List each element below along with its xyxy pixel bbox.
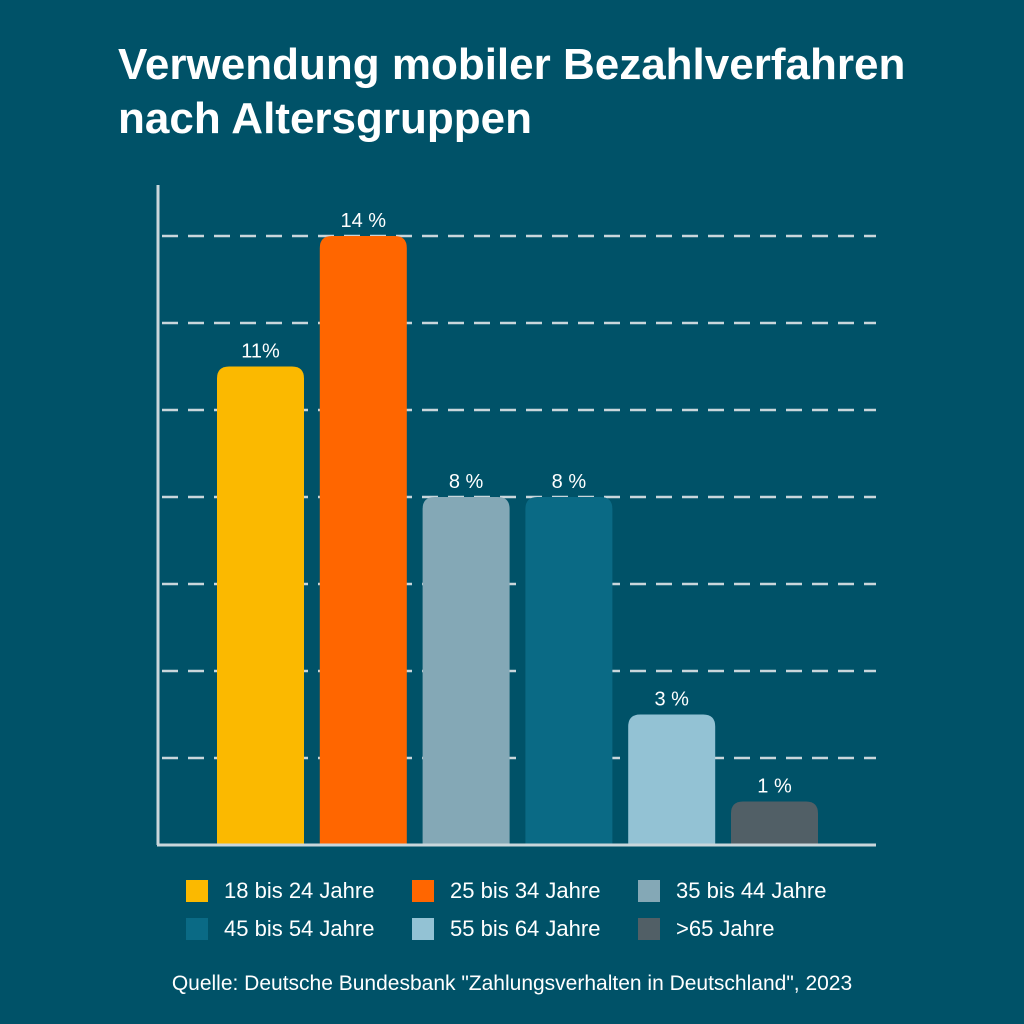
bar-value-label-0: 11% [241,341,280,363]
chart-title-line-1: Verwendung mobiler Bezahlverfahren [118,40,906,89]
chart-title-line-2: nach Altersgruppen [118,94,532,143]
legend-swatch [412,880,434,902]
bar-value-label-1: 14 % [341,210,387,232]
legend-swatch [638,880,660,902]
bar-5 [731,801,818,845]
legend-item-4: 55 bis 64 Jahre [412,916,600,942]
bar-3 [525,497,613,845]
axes [156,185,876,847]
legend-item-1: 25 bis 34 Jahre [412,878,600,904]
source-note: Quelle: Deutsche Bundesbank "Zahlungsver… [171,972,853,995]
legend-label: 45 bis 54 Jahre [224,916,375,941]
legend-label: >65 Jahre [676,916,775,941]
bar-1 [319,236,407,845]
legend-swatch [186,918,208,940]
legend-item-3: 45 bis 54 Jahre [186,916,374,942]
legend-label: 18 bis 24 Jahre [224,878,375,903]
legend-item-5: >65 Jahre [638,916,774,942]
bar-value-label-2: 8 % [449,471,484,493]
legend-label: 25 bis 34 Jahre [450,878,601,903]
legend-item-2: 35 bis 44 Jahre [638,878,826,904]
legend-swatch [412,918,434,940]
legend-label: 35 bis 44 Jahre [676,878,827,903]
bar-value-label-5: 1 % [757,776,792,798]
bar-chart: 11% 14 % 8 % 8 % 3 % 1 % [156,185,876,847]
legend-swatch [186,880,208,902]
bar-value-label-4: 3 % [654,689,689,711]
chart-title: Verwendung mobiler Bezahlverfahren nach … [118,38,978,146]
value-labels: 11% 14 % 8 % 8 % 3 % 1 % [241,210,792,798]
legend-item-0: 18 bis 24 Jahre [186,878,374,904]
bar-2 [422,497,510,845]
bar-value-label-3: 8 % [552,471,587,493]
bar-0 [217,366,304,845]
legend-label: 55 bis 64 Jahre [450,916,601,941]
bars [217,236,818,845]
legend-swatch [638,918,660,940]
bar-4 [628,714,716,845]
